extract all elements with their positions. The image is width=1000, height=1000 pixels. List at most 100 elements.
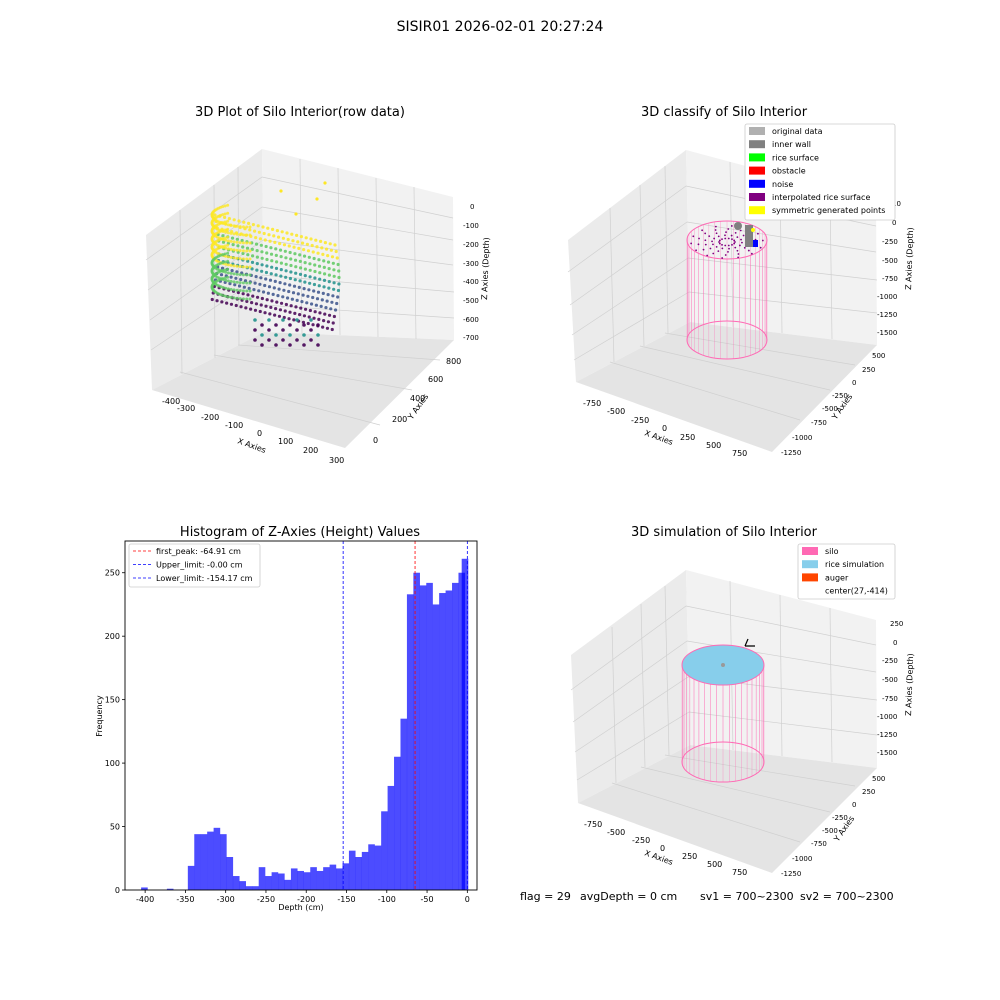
p2-legend-box [744, 123, 896, 221]
hist-bar-4 [200, 834, 208, 890]
p1-point-413 [235, 296, 239, 300]
p1-point-300 [318, 277, 322, 281]
p4-center-marker [721, 663, 725, 667]
p1-point-182 [275, 229, 279, 233]
p1-point-184 [278, 242, 282, 246]
p1-point-151 [260, 296, 264, 301]
p1-point-231 [293, 278, 297, 282]
p1-point-163 [267, 285, 272, 289]
p1-point-277 [303, 307, 308, 311]
p2-point-57 [734, 231, 737, 234]
p1-point-165 [265, 298, 269, 302]
p1-point-392 [241, 289, 245, 293]
p1-point-431 [229, 279, 233, 283]
p2-legend-label-0: original data [772, 127, 823, 136]
p1-point-73 [240, 238, 244, 243]
p1-point-282 [311, 250, 315, 254]
p1-point-155 [267, 233, 271, 237]
p2-pane-floor [576, 322, 877, 452]
p1-point-638 [221, 237, 225, 241]
p1-point-215 [289, 263, 293, 268]
p1-point-226 [292, 245, 296, 249]
p1-point-146 [265, 264, 269, 268]
p2-point-53 [727, 228, 730, 230]
p1-point-292 [307, 315, 311, 319]
p2-point-42 [708, 235, 711, 238]
p1-point-664 [253, 318, 257, 322]
p1-point-437 [226, 247, 230, 251]
p1-ztick-7: -700 [463, 334, 479, 342]
hist-bar-29 [361, 851, 369, 890]
p2-point-31 [712, 243, 714, 246]
p1-point-105 [250, 267, 254, 271]
p1-point-359 [335, 301, 339, 306]
p1-point-260 [302, 287, 306, 291]
hist-ytick-label-0: 0 [115, 886, 120, 895]
hist-bar-23 [323, 867, 330, 890]
hist-bar-36 [406, 594, 414, 890]
p1-point-303 [315, 297, 320, 301]
p1-point-170 [273, 240, 277, 244]
p1-point-276 [305, 301, 309, 305]
p1-point-671 [302, 323, 306, 327]
p1-point-194 [274, 307, 278, 311]
p2-point-43 [704, 232, 707, 235]
p4-top-ring [681, 644, 765, 686]
p1-point-17 [221, 234, 225, 238]
p1-point-120 [254, 275, 258, 279]
hist-bar-34 [394, 756, 401, 890]
p1-point-275 [306, 294, 310, 298]
p1-point-211 [286, 237, 290, 242]
p1-point-418 [232, 256, 236, 260]
p1-point-296 [316, 251, 320, 255]
p2-point-27 [709, 247, 712, 250]
p1-point-238 [295, 233, 299, 237]
p1-point-351 [334, 249, 338, 254]
p1-point-141 [262, 231, 266, 236]
p2-point-34 [690, 242, 693, 245]
p1-point-123 [251, 294, 255, 298]
hist-vlines [342, 541, 468, 890]
p2-point-33 [697, 243, 700, 246]
p1-point-263 [299, 306, 303, 310]
p1-point-220 [285, 296, 290, 300]
p1-point-150 [261, 290, 266, 294]
p2-point-1 [741, 241, 743, 244]
p1-point-104 [250, 260, 255, 264]
p1-point-442 [226, 287, 230, 291]
p1-point-446 [224, 238, 228, 242]
p2-ztick-1: -250 [882, 238, 898, 246]
p1-point-115 [254, 242, 259, 246]
p1-point-259 [303, 280, 307, 284]
p1-point-217 [288, 276, 293, 281]
p1-point-424 [229, 223, 233, 227]
p1-point-202 [284, 269, 288, 273]
p1-xtick-2: -200 [201, 413, 219, 422]
p1-point-409 [235, 264, 239, 268]
p1-point-204 [283, 282, 287, 286]
p2-point-62 [742, 234, 745, 237]
p2-legend-swatch-4 [749, 179, 765, 188]
p1-point-634 [221, 205, 225, 209]
p1-point-380 [245, 273, 249, 277]
p1-point-251 [292, 318, 296, 322]
p1-point-180 [269, 305, 273, 309]
p2-xtick-4: 250 [680, 433, 695, 442]
p4-legend-box [797, 543, 896, 600]
p1-point-210 [285, 231, 289, 235]
p2-point-65 [733, 239, 736, 242]
hist-ylabel: Frequency [95, 695, 104, 737]
p1-point-329 [327, 286, 331, 290]
p1-point-401 [238, 281, 242, 285]
p1-point-357 [336, 288, 341, 293]
hist-x-ticks: -400 -350 -300 -250 -200 -150 -100 -50 0 [136, 890, 470, 904]
p1-point-135 [258, 282, 262, 286]
p1-point-232 [292, 284, 297, 288]
p1-point-675 [260, 343, 264, 347]
p1-point-270 [308, 262, 312, 266]
p1-point-145 [265, 257, 269, 262]
p1-point-686 [267, 338, 271, 342]
p1-point-690 [295, 328, 299, 332]
p1-ztick-2: -200 [463, 241, 479, 249]
p4-ztick-4: -750 [882, 695, 898, 703]
